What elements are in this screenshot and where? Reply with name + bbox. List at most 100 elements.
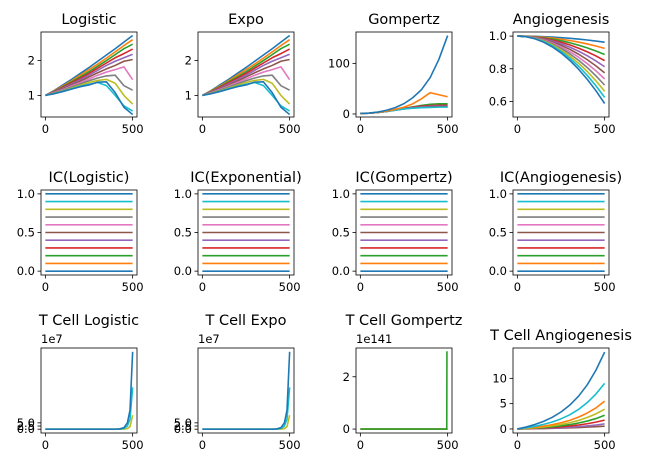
- subplot-title: Gompertz: [368, 12, 440, 28]
- y-tick-label: 0.6: [489, 94, 507, 108]
- x-tick-label: 0: [514, 438, 521, 452]
- series-line-3: [45, 351, 134, 430]
- subplot-title: IC(Angiogenesis): [500, 170, 622, 186]
- plot-area: [45, 351, 134, 430]
- x-tick-label: 500: [122, 122, 144, 136]
- series-line-1: [45, 415, 134, 430]
- x-tick-label: 500: [594, 122, 616, 136]
- subplot-tcell_gompertz: 0 500 0 2 1e141 T Cell Gompertz: [343, 313, 463, 452]
- x-tick-label: 0: [514, 122, 521, 136]
- y-tick-label: 1.0: [332, 187, 350, 201]
- series-line-7: [517, 382, 606, 430]
- axes-frame: [355, 31, 453, 118]
- x-tick-label: 0: [199, 438, 206, 452]
- x-tick-label: 0: [357, 280, 364, 294]
- subplot-logistic: 0 500 1 2 Logistic: [28, 12, 144, 136]
- y-tick-label: 5.0: [17, 416, 35, 430]
- x-tick-label: 0: [42, 438, 49, 452]
- y-tick-label: 2: [28, 54, 35, 68]
- subplot-title: IC(Logistic): [49, 170, 130, 186]
- axes-frame: [512, 347, 610, 434]
- x-tick-label: 0: [42, 280, 49, 294]
- series-line-7: [360, 35, 449, 115]
- subplot-title: Logistic: [61, 12, 116, 28]
- x-tick-label: 500: [594, 280, 616, 294]
- subplot-tcell_expo: 0 500 0.02.55.0 1e7 T Cell Expo: [174, 313, 301, 452]
- y-tick-label: 0.0: [17, 422, 35, 436]
- x-tick-label: 0: [357, 122, 364, 136]
- series-line-2: [45, 387, 134, 430]
- axes-frame: [40, 31, 138, 118]
- y-tick-label: 5.0: [174, 416, 192, 430]
- series-line-3: [360, 351, 448, 430]
- plot-area: [517, 193, 605, 272]
- plot-area: [517, 35, 606, 104]
- plot-area: [201, 34, 291, 116]
- axes-frame: [355, 347, 453, 434]
- series-line-1: [44, 34, 134, 97]
- series-line-8: [517, 351, 606, 430]
- axis-offset-label: 1e7: [41, 332, 63, 346]
- y-tick-label: 0.5: [489, 226, 507, 240]
- subplot-gompertz: 0 500 0 100 Gompertz: [328, 12, 459, 136]
- y-tick-label: 1.0: [17, 187, 35, 201]
- subplot-title: IC(Exponential): [190, 170, 301, 186]
- subplot-ic_exponential: 0 500 0.0 0.5 1.0IC(Exponential): [174, 170, 302, 294]
- y-tick-label: 1.0: [489, 29, 507, 43]
- axes-frame: [197, 347, 295, 434]
- y-tick-label: 2.5: [17, 419, 35, 433]
- y-tick-label: 2: [185, 54, 192, 68]
- subplot-title: T Cell Expo: [205, 313, 287, 329]
- subplot-title: T Cell Logistic: [38, 313, 139, 329]
- y-tick-label: 1: [185, 88, 192, 102]
- y-tick-label: 0.5: [17, 226, 35, 240]
- subplot-ic_gompertz: 0 500 0.0 0.5 1.0 IC(Gompertz): [332, 170, 459, 294]
- plot-area: [360, 35, 449, 115]
- y-tick-label: 1: [28, 88, 35, 102]
- subplot-ic_angiogenesis: 0 500 0.0 0.5 1.0IC(Angiogenesis): [489, 170, 622, 294]
- x-tick-label: 0: [199, 122, 206, 136]
- subplot-title: Expo: [228, 12, 264, 28]
- y-tick-label: 0: [500, 422, 507, 436]
- y-tick-label: 0.8: [489, 62, 507, 76]
- series-line-11: [202, 81, 291, 116]
- series-line-11: [45, 81, 134, 116]
- x-tick-label: 0: [514, 280, 521, 294]
- axis-offset-label: 1e141: [356, 332, 392, 346]
- x-tick-label: 500: [279, 122, 301, 136]
- x-tick-label: 500: [279, 438, 301, 452]
- series-line-3: [202, 351, 291, 430]
- y-tick-label: 0: [343, 422, 350, 436]
- subplot-tcell_logistic: 0 500 0.02.55.0 1e7 T Cell Logistic: [17, 313, 144, 452]
- x-tick-label: 500: [437, 122, 459, 136]
- axes-frame: [512, 31, 610, 118]
- series-line-1: [202, 415, 291, 430]
- subplot-angiogenesis: 0 500 0.6 0.8 1.0 Angiogenesis: [489, 12, 616, 136]
- subplot-title: IC(Gompertz): [355, 170, 452, 186]
- x-tick-label: 0: [42, 122, 49, 136]
- x-tick-label: 0: [199, 280, 206, 294]
- x-tick-label: 500: [594, 438, 616, 452]
- y-tick-label: 0.0: [174, 422, 192, 436]
- plot-area: [202, 193, 290, 272]
- x-tick-label: 500: [437, 280, 459, 294]
- x-tick-label: 500: [279, 280, 301, 294]
- y-tick-label: 2: [343, 370, 350, 384]
- y-tick-label: 1.0: [489, 187, 507, 201]
- series-line-1: [201, 34, 291, 97]
- plot-area: [202, 351, 291, 430]
- y-tick-label: 1.0: [174, 187, 192, 201]
- series-line-2: [202, 387, 291, 430]
- x-tick-label: 500: [437, 438, 459, 452]
- y-tick-label: 0.0: [17, 264, 35, 278]
- plot-area: [44, 34, 134, 116]
- plot-area: [517, 351, 606, 430]
- subplot-title: T Cell Angiogenesis: [489, 328, 632, 344]
- y-tick-label: 0.5: [332, 226, 350, 240]
- axes-frame: [40, 347, 138, 434]
- x-tick-label: 0: [357, 438, 364, 452]
- series-line-6: [517, 400, 606, 430]
- y-tick-label: 0.5: [174, 226, 192, 240]
- subplot-title: T Cell Gompertz: [345, 313, 463, 329]
- axes-frame: [197, 31, 295, 118]
